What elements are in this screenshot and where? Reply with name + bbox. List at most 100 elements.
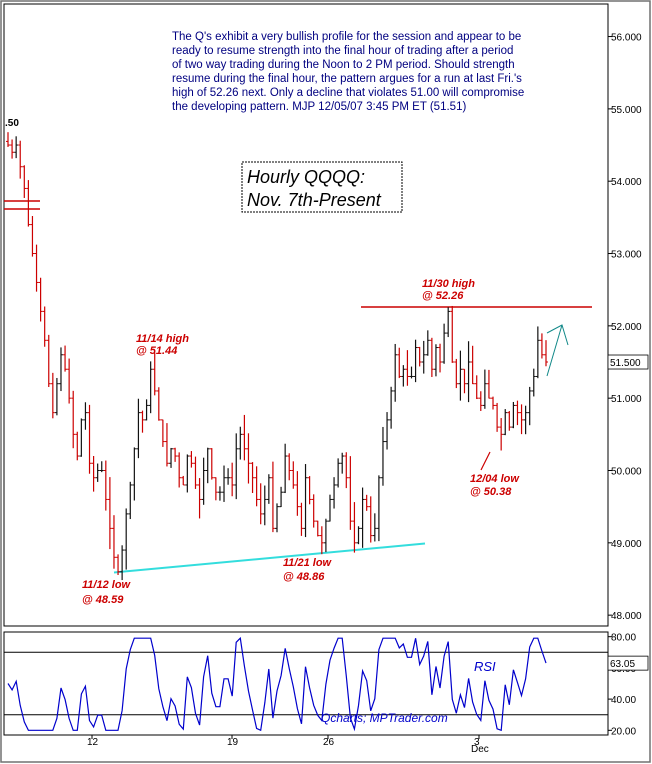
price-bar (295, 471, 300, 516)
chart-subtitle: Nov. 7th-Present (247, 190, 382, 210)
price-tick-label: 51.000 (611, 394, 642, 405)
price-bar (262, 485, 267, 526)
commentary-line: ready to resume strength into the final … (172, 45, 513, 57)
price-bar (275, 503, 279, 533)
price-bar (87, 404, 92, 474)
price-bar (519, 404, 524, 435)
price-bar (421, 340, 426, 374)
price-bar (205, 447, 210, 484)
price-bar (258, 483, 263, 525)
price-bar (507, 411, 512, 431)
annotation-11-12-low: 11/12 low @ 48.59 (82, 579, 133, 606)
price-bar (323, 518, 328, 553)
price-bar (380, 426, 385, 486)
price-tick-label: 48.000 (611, 611, 642, 622)
left-edge-label: .50 (5, 118, 19, 129)
price-bar (67, 358, 72, 404)
rsi-last-label: 63.05 (610, 659, 635, 670)
projection-arrow-shaft (546, 324, 563, 377)
price-bar (140, 410, 145, 433)
price-bar (539, 333, 544, 359)
price-bar (246, 433, 251, 484)
price-bar (376, 475, 381, 542)
price-bar (356, 526, 361, 545)
price-bar (279, 486, 284, 508)
price-bar (466, 341, 471, 403)
price-bar (327, 494, 332, 522)
last-price-label: 51.500 (610, 358, 641, 369)
rsi-tick-label: 80.00 (611, 633, 636, 644)
commentary-line: the developing pattern. MJP 12/05/07 3:4… (172, 101, 466, 113)
price-bar (71, 390, 76, 449)
price-bar (34, 244, 39, 292)
price-bar (254, 466, 259, 507)
price-bar (385, 412, 390, 450)
price-bar (462, 368, 467, 394)
price-bar (401, 365, 406, 387)
rsi-label: RSI (474, 659, 496, 674)
price-bar (132, 447, 137, 501)
price-bar (201, 457, 206, 505)
x-tick-label: 3 (474, 737, 480, 748)
price-bar (511, 401, 516, 429)
price-bar (99, 461, 104, 473)
price-bar (160, 419, 165, 447)
price-bar (352, 502, 357, 553)
price-bar (393, 343, 398, 402)
x-sub-label: Dec (471, 744, 489, 755)
price-bar (446, 307, 451, 338)
annotation-11-21-low: 11/21 low @ 48.86 (283, 557, 334, 583)
price-bar (83, 402, 88, 430)
price-bar (458, 350, 463, 401)
price-bar (124, 508, 129, 570)
price-bar (38, 277, 43, 322)
last-price-box (607, 354, 649, 370)
price-bar (26, 180, 31, 227)
rsi-line (7, 636, 547, 732)
price-bar (442, 323, 447, 364)
x-tick-label: 26 (323, 737, 335, 748)
price-tick-label: 52.000 (611, 322, 642, 333)
commentary-line: of two way trading during the Noon to 2 … (172, 59, 515, 71)
annotation-line: 12/04 low (470, 473, 520, 485)
price-bar (368, 496, 373, 543)
price-bar (193, 456, 198, 489)
rsi-series (7, 636, 547, 732)
price-tick-label: 56.000 (611, 33, 642, 44)
price-bar (103, 460, 108, 511)
price-bar (531, 368, 536, 397)
price-bar (173, 447, 178, 462)
price-bar (429, 337, 434, 377)
price-bar (148, 361, 153, 414)
price-bar (348, 456, 353, 530)
price-bar (213, 477, 218, 501)
annotation-line: @ 52.26 (422, 290, 464, 302)
support-trendline (113, 542, 426, 574)
price-bar (197, 478, 202, 519)
price-bar (417, 346, 422, 367)
price-bar (136, 398, 141, 459)
price-bar (332, 477, 337, 509)
annotation-line: @ 48.86 (283, 571, 325, 583)
commentary-line: The Q's exhibit a very bullish profile f… (172, 31, 521, 43)
price-bar (438, 343, 443, 373)
price-bar (372, 513, 377, 542)
price-bar (164, 423, 169, 467)
commentary-line: resume during the final hour, the patter… (172, 73, 522, 85)
price-bar (307, 476, 312, 505)
price-bar (544, 340, 548, 367)
price-bar (250, 462, 255, 493)
price-bar (209, 448, 214, 480)
price-bar (523, 405, 528, 435)
price-bar (425, 330, 430, 356)
price-bar (169, 447, 174, 468)
price-bar (287, 453, 292, 481)
price-bar (217, 486, 222, 501)
price-bar (454, 358, 459, 389)
commentary-text: The Q's exhibit a very bullish profile f… (172, 31, 527, 113)
price-bar (185, 454, 190, 493)
price-tick-label: 55.000 (611, 105, 642, 116)
price-bar (486, 369, 491, 399)
price-bar (360, 487, 365, 548)
price-bar (299, 502, 304, 536)
